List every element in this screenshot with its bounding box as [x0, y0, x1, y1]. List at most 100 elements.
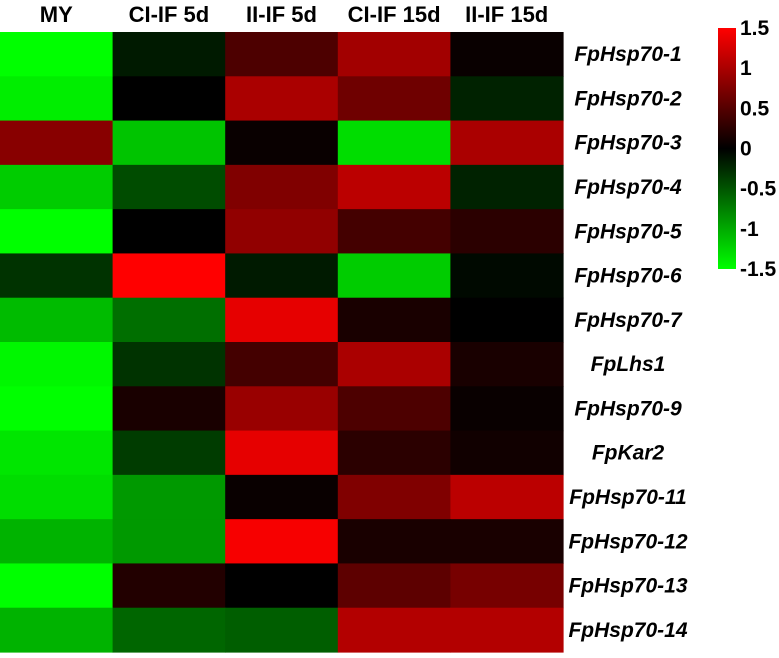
- row-label: FpHsp70-6: [574, 265, 682, 288]
- heatmap-cell: [450, 209, 564, 255]
- column-label: CI-IF 15d: [348, 2, 441, 27]
- heatmap-cell: [225, 430, 339, 476]
- heatmap-cell: [225, 253, 339, 299]
- row-label: FpHsp70-4: [574, 176, 682, 199]
- heatmap-cell: [450, 297, 564, 343]
- row-labels: FpHsp70-1 FpHsp70-2 FpHsp70-3 FpHsp70-4 FpHs…: [568, 43, 687, 642]
- heatmap-cell: [112, 32, 226, 77]
- heatmap-cell: [0, 120, 114, 166]
- row-label: FpHsp70-14: [568, 619, 687, 642]
- heatmap-cell: [450, 474, 564, 520]
- row-label: FpHsp70-13: [568, 575, 687, 598]
- heatmap-cell: [112, 76, 226, 122]
- heatmap-cell: [112, 563, 226, 609]
- heatmap-cell: [337, 519, 451, 565]
- heatmap-cell: [225, 164, 339, 210]
- heatmap-cell: [112, 342, 226, 387]
- heatmap-cell: [225, 563, 339, 609]
- heatmap-cell: [225, 76, 339, 122]
- heatmap-cell: [0, 474, 114, 520]
- heatmap-cell: [112, 430, 226, 476]
- heatmap-cell: [225, 519, 339, 565]
- heatmap-cell: [0, 563, 114, 609]
- row-label: FpKar2: [592, 442, 665, 465]
- heatmap-cell: [337, 120, 451, 166]
- heatmap-cell: [337, 164, 451, 210]
- heatmap-cell: [225, 386, 339, 432]
- heatmap-cell: [225, 209, 339, 255]
- heatmap-cell: [450, 430, 564, 476]
- heatmap-cell: [337, 563, 451, 609]
- color-scale-bar: [718, 28, 736, 269]
- heatmap-cell: [450, 386, 564, 432]
- heatmap-cell: [337, 342, 451, 387]
- heatmap-cell: [112, 386, 226, 432]
- heatmap-cell: [337, 430, 451, 476]
- color-scale-tick-label: -0.5: [740, 178, 777, 201]
- heatmap-cell: [112, 209, 226, 255]
- heatmap-cell: [225, 120, 339, 166]
- heatmap-cell: [0, 209, 114, 255]
- heatmap-cell: [112, 120, 226, 166]
- row-label: FpHsp70-7: [574, 309, 683, 332]
- heatmap-cell: [0, 519, 114, 565]
- heatmap-cell: [337, 386, 451, 432]
- row-label: FpHsp70-5: [574, 220, 682, 243]
- heatmap-cell: [337, 297, 451, 343]
- heatmap-cell: [450, 164, 564, 210]
- column-label: II-IF 15d: [465, 2, 548, 27]
- heatmap-cell: [450, 76, 564, 122]
- column-labels: MY CI-IF 5d II-IF 5d CI-IF 15d II-IF 15d: [40, 2, 548, 27]
- color-scale-tick-label: 0.5: [740, 97, 770, 120]
- heatmap-cell: [450, 563, 564, 609]
- heatmap-cell: [225, 342, 339, 387]
- heatmap-cell: [0, 342, 114, 387]
- heatmap-cell: [225, 32, 339, 77]
- color-scale-tick-label: -1: [740, 218, 759, 241]
- color-scale-ticks: 1.5 1 0.5 0 -0.5 -1 -1.5: [740, 17, 777, 281]
- heatmap-cell: [337, 76, 451, 122]
- heatmap-cell: [0, 32, 114, 77]
- column-label: MY: [40, 2, 73, 27]
- heatmap-cell: [112, 253, 226, 299]
- heatmap-cell: [225, 474, 339, 520]
- row-label: FpHsp70-2: [574, 87, 682, 110]
- heatmap-cell: [450, 32, 564, 77]
- heatmap-cell: [0, 607, 114, 653]
- heatmap-cell: [225, 607, 339, 653]
- color-scale-tick-label: -1.5: [740, 258, 777, 281]
- heatmap-cell: [337, 607, 451, 653]
- heatmap-cell: [112, 164, 226, 210]
- heatmap-cell: [450, 519, 564, 565]
- heatmap-cell: [337, 253, 451, 299]
- heatmap-cell: [450, 120, 564, 166]
- row-label: FpHsp70-12: [568, 530, 687, 553]
- heatmap-cells: [0, 32, 564, 653]
- row-label: FpLhs1: [591, 353, 666, 376]
- column-label: II-IF 5d: [246, 2, 317, 27]
- heatmap-cell: [0, 164, 114, 210]
- heatmap-cell: [112, 519, 226, 565]
- heatmap-cell: [0, 430, 114, 476]
- heatmap-cell: [0, 76, 114, 122]
- heatmap-cell: [450, 253, 564, 299]
- row-label: FpHsp70-9: [574, 397, 682, 420]
- color-scale-tick-label: 0: [740, 138, 752, 161]
- heatmap-cell: [337, 32, 451, 77]
- heatmap-cell: [337, 474, 451, 520]
- heatmap-cell: [112, 607, 226, 653]
- heatmap-cell: [112, 297, 226, 343]
- color-scale-tick-label: 1.5: [740, 17, 770, 40]
- heatmap-cell: [450, 342, 564, 387]
- heatmap-cell: [450, 607, 564, 653]
- heatmap-cell: [0, 253, 114, 299]
- heatmap-cell: [0, 297, 114, 343]
- color-scale-tick-label: 1: [740, 57, 752, 80]
- heatmap-cell: [225, 297, 339, 343]
- heatmap-cell: [337, 209, 451, 255]
- column-label: CI-IF 5d: [129, 2, 210, 27]
- heatmap-cell: [0, 386, 114, 432]
- row-label: FpHsp70-1: [574, 43, 681, 66]
- heatmap-cell: [112, 474, 226, 520]
